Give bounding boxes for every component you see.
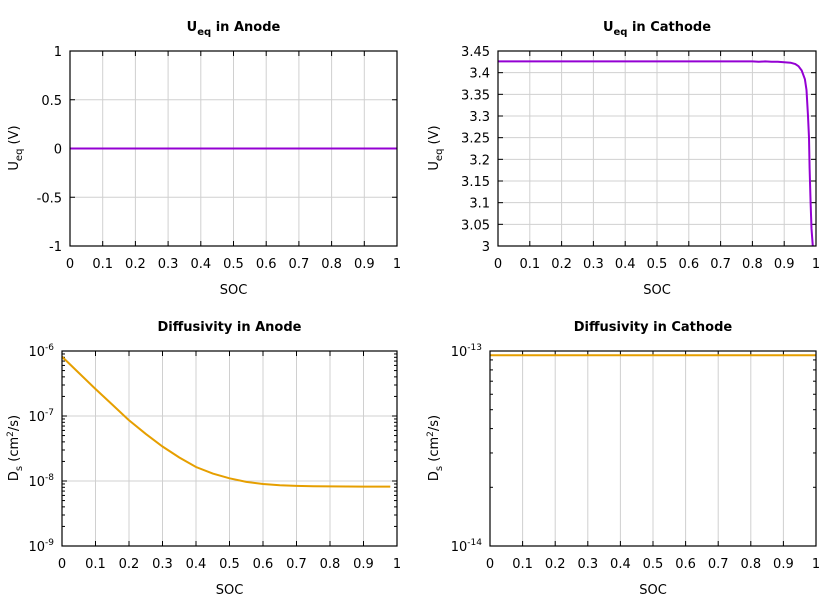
x-axis-label: SOC xyxy=(220,283,248,298)
y-tick-label: -1 xyxy=(49,240,62,255)
x-tick-label: 0.5 xyxy=(219,557,240,572)
plot-frame xyxy=(489,350,817,547)
y-tick-label: 0.5 xyxy=(41,94,62,109)
x-axis-label: SOC xyxy=(639,583,667,598)
y-tick-label: 10-8 xyxy=(28,473,54,490)
y-tick-label: 0 xyxy=(54,143,62,158)
x-tick-label: 0.3 xyxy=(152,557,173,572)
x-tick-label: 0.3 xyxy=(577,557,598,572)
x-tick-label: 0.6 xyxy=(256,257,277,272)
chart-title: Ueq in Cathode xyxy=(603,20,711,38)
x-tick-label: 0.9 xyxy=(774,257,795,272)
y-tick-label: 10-7 xyxy=(28,408,54,425)
x-tick-label: 0 xyxy=(486,557,494,572)
x-tick-label: 1 xyxy=(393,257,401,272)
plot-frame xyxy=(497,50,817,247)
y-tick-label: 3.45 xyxy=(461,45,490,60)
y-tick-label: 3.05 xyxy=(461,218,490,233)
x-tick-label: 0.8 xyxy=(320,557,341,572)
x-tick-label: 1 xyxy=(393,557,401,572)
y-tick-label: 10-14 xyxy=(451,538,483,555)
x-tick-label: 0.1 xyxy=(519,257,540,272)
x-tick-label: 0.4 xyxy=(186,557,207,572)
x-tick-label: 0.2 xyxy=(545,557,566,572)
y-tick-label: 3 xyxy=(482,240,490,255)
x-tick-label: 0.7 xyxy=(289,257,310,272)
x-tick-label: 0.4 xyxy=(610,557,631,572)
y-tick-label: 3.3 xyxy=(469,110,490,125)
x-tick-label: 0.9 xyxy=(773,557,794,572)
y-tick-label: 3.35 xyxy=(461,88,490,103)
chart-title: Diffusivity in Anode xyxy=(158,320,302,335)
y-axis-label: Ueq (V) xyxy=(7,125,25,170)
chart-panel-1: 0 0.1 0.2 0.3 0.4 0.5 0.6 0.7 0.8 0.9 1 -1 -0.5 0 0.5 1… xyxy=(7,20,401,298)
x-tick-label: 0.1 xyxy=(85,557,106,572)
x-tick-label: 0.8 xyxy=(740,557,761,572)
y-tick-label: 3.2 xyxy=(469,153,490,168)
y-axis-label: Ds (cm2/s) xyxy=(426,415,445,481)
x-tick-label: 0.6 xyxy=(675,557,696,572)
x-tick-label: 0.5 xyxy=(223,257,244,272)
x-tick-label: 0.5 xyxy=(647,257,668,272)
chart-panel-3: 0 0.1 0.2 0.3 0.4 0.5 0.6 0.7 0.8 0.9 1 10-9 10-8 10-… xyxy=(6,320,401,598)
series-line-1 xyxy=(61,355,391,488)
x-tick-label: 0.7 xyxy=(708,557,729,572)
x-tick-label: 0.4 xyxy=(615,257,636,272)
plot-frame xyxy=(69,50,398,247)
x-tick-label: 0.9 xyxy=(353,557,374,572)
x-tick-label: 0 xyxy=(494,257,502,272)
y-tick-label: 3.15 xyxy=(461,175,490,190)
x-axis-label: SOC xyxy=(216,583,244,598)
x-tick-label: 0.3 xyxy=(583,257,604,272)
chart-title: Diffusivity in Cathode xyxy=(574,320,733,335)
chart-panel-4: 0 0.1 0.2 0.3 0.4 0.5 0.6 0.7 0.8 0.9 1 10-14 10-13 D… xyxy=(426,320,820,598)
x-axis-label: SOC xyxy=(643,283,671,298)
x-tick-label: 1 xyxy=(812,257,820,272)
y-tick-label: 10-13 xyxy=(451,343,482,360)
y-tick-label: 10-9 xyxy=(28,538,54,555)
x-tick-label: 0.3 xyxy=(158,257,179,272)
x-tick-label: 0.8 xyxy=(321,257,342,272)
y-tick-label: 3.4 xyxy=(469,67,490,82)
x-tick-label: 0.6 xyxy=(678,257,699,272)
x-tick-label: 0.2 xyxy=(119,557,140,572)
x-tick-label: 0.2 xyxy=(125,257,146,272)
x-tick-label: 0.1 xyxy=(92,257,113,272)
y-tick-label: 10-6 xyxy=(28,343,54,360)
x-tick-label: 0.6 xyxy=(253,557,274,572)
y-axis-label: Ds (cm2/s) xyxy=(6,415,25,481)
y-tick-label: 1 xyxy=(54,45,62,60)
x-tick-label: 0.7 xyxy=(710,257,731,272)
x-tick-label: 0.8 xyxy=(742,257,763,272)
x-tick-label: 0.5 xyxy=(643,557,664,572)
x-tick-label: 0.9 xyxy=(354,257,375,272)
y-tick-label: -0.5 xyxy=(37,191,62,206)
x-tick-label: 0 xyxy=(66,257,74,272)
x-tick-label: 0.2 xyxy=(551,257,572,272)
y-tick-label: 3.1 xyxy=(469,197,490,212)
x-tick-label: 0 xyxy=(58,557,66,572)
series-line-1 xyxy=(498,60,814,247)
y-axis-label: Ueq (V) xyxy=(427,125,445,170)
x-tick-label: 0.1 xyxy=(512,557,533,572)
x-tick-label: 1 xyxy=(812,557,820,572)
chart-title: Ueq in Anode xyxy=(187,20,281,38)
plot-frame xyxy=(61,350,398,547)
y-tick-label: 3.25 xyxy=(461,132,490,147)
chart-panel-2: 0 0.1 0.2 0.3 0.4 0.5 0.6 0.7 0.8 0.9 1 3 3.05 3.1 3.1… xyxy=(427,20,820,298)
x-tick-label: 0.7 xyxy=(286,557,307,572)
x-tick-label: 0.4 xyxy=(190,257,211,272)
